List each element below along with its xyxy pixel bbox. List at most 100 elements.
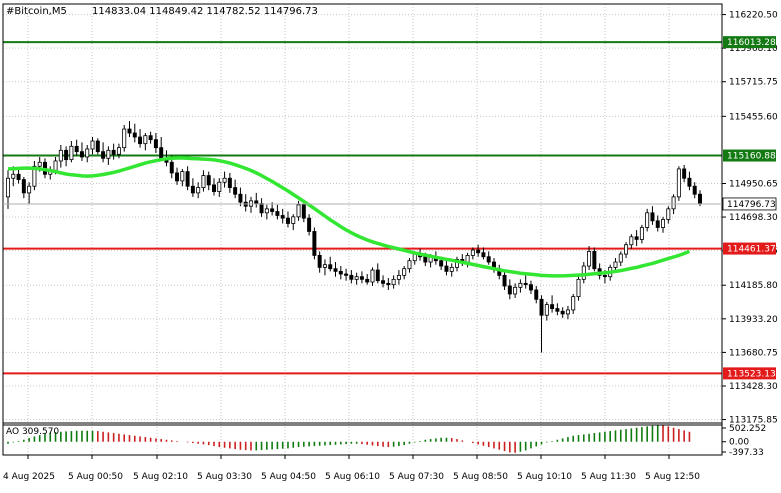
- candle-bull: [354, 276, 359, 280]
- ao-label: AO 309.570: [6, 427, 59, 437]
- candle-bear: [486, 256, 491, 263]
- candle-bull: [544, 304, 549, 316]
- candle-bear: [153, 139, 158, 149]
- candle-bear: [280, 215, 285, 219]
- candle-bear: [555, 308, 560, 312]
- x-tick-label: 5 Aug 06:10: [325, 472, 380, 482]
- candle-bull: [11, 173, 16, 179]
- x-tick-label: 5 Aug 10:10: [517, 472, 572, 482]
- candle-bear: [365, 278, 370, 283]
- candle-bull: [32, 165, 37, 187]
- candle-bull: [407, 260, 412, 270]
- candle-bull: [618, 253, 623, 263]
- candle-bear: [190, 185, 195, 194]
- candle-bull: [391, 278, 396, 286]
- moving-average: [7, 156, 691, 278]
- x-tick-label: 4 Aug 2025: [3, 472, 55, 482]
- y-tick-label: 113428.30: [729, 382, 778, 392]
- candle-bear: [592, 251, 597, 270]
- candle-bear: [502, 274, 507, 287]
- x-tick-label: 5 Aug 00:50: [68, 472, 123, 482]
- last-price-value: 114796.73: [727, 200, 776, 210]
- candle-bull: [58, 149, 63, 162]
- candle-bear: [687, 177, 692, 187]
- y-tick-label: 115968.10: [729, 44, 778, 54]
- candle-bull: [449, 266, 454, 272]
- candle-bear: [349, 274, 354, 280]
- resistance-level-tag: [723, 36, 776, 49]
- candle-bear: [148, 135, 153, 141]
- candle-bear: [233, 187, 238, 195]
- level-labels: 116013.28 115160.88 114461.37 113523.13 1147…: [3, 36, 777, 380]
- candle-bear: [16, 173, 21, 180]
- x-tick-label: 5 Aug 03:30: [197, 472, 252, 482]
- candle-bear: [602, 274, 607, 278]
- candle-bear: [692, 185, 697, 195]
- candle-bear: [138, 136, 143, 145]
- candle-bear: [175, 172, 180, 182]
- candle-bear: [481, 252, 486, 258]
- candle-bull: [587, 251, 592, 267]
- ao-tick-label: 0.00: [729, 438, 749, 448]
- ao-tick-label: 502.252: [729, 424, 766, 434]
- candle-bear: [523, 282, 528, 286]
- candle-bull: [581, 265, 586, 280]
- candle-bull: [396, 274, 401, 280]
- candle-bear: [550, 304, 555, 310]
- candle-bear: [111, 149, 116, 155]
- candle-bear: [275, 211, 280, 216]
- candle-bear: [534, 289, 539, 300]
- candle-bear: [439, 260, 444, 267]
- y-tick-label: 116220.50: [729, 11, 778, 21]
- candle-bear: [476, 249, 481, 254]
- candle-bull: [85, 148, 90, 158]
- candle-bear: [101, 151, 106, 159]
- resistance-level-value: 115160.88: [727, 152, 776, 162]
- candle-bear: [344, 273, 349, 276]
- candle-bear: [328, 264, 333, 270]
- candle-bear: [301, 204, 306, 219]
- support-level-value: 113523.13: [727, 369, 776, 379]
- candle-bear: [127, 128, 132, 134]
- candle-bear: [159, 147, 164, 159]
- candle-bull: [37, 161, 42, 167]
- y-tick-label: 113175.85: [729, 416, 778, 426]
- candle-bull: [470, 249, 475, 256]
- candle-bull: [53, 160, 58, 171]
- candle-bear: [21, 179, 26, 194]
- candle-bear: [386, 282, 391, 286]
- x-tick-label: 5 Aug 12:50: [645, 472, 700, 482]
- y-tick-label: 113933.20: [729, 315, 778, 325]
- candle-bull: [402, 268, 407, 276]
- candle-bull: [671, 196, 676, 210]
- candle-bull: [296, 204, 301, 218]
- candle-bear: [444, 265, 449, 272]
- candle-bull: [69, 145, 74, 161]
- chart-frame: [2, 3, 723, 456]
- candle-bull: [676, 168, 681, 198]
- ma-line: [7, 156, 691, 278]
- x-tick-label: 5 Aug 07:30: [389, 472, 444, 482]
- level-lines: [3, 41, 722, 375]
- candle-bear: [528, 284, 533, 291]
- resistance-level-tag: [723, 149, 776, 162]
- y-tick-label: 115715.75: [729, 78, 778, 88]
- candle-bear: [227, 177, 232, 188]
- candle-bear: [259, 203, 264, 214]
- candle-bull: [196, 187, 201, 194]
- candle-bull: [27, 185, 32, 194]
- candle-bull: [645, 212, 650, 228]
- y-tick-label: 115455.60: [729, 112, 778, 122]
- candle-bull: [322, 264, 327, 268]
- y-tick-label: 114698.30: [729, 213, 778, 223]
- candle-bull: [571, 296, 576, 311]
- candle-bear: [312, 231, 317, 256]
- candle-bull: [143, 135, 148, 145]
- candle-bull: [217, 181, 222, 192]
- main-frame: [2, 3, 723, 456]
- symbol-label: #Bitcoin,M5: [6, 6, 67, 17]
- candle-bear: [423, 256, 428, 263]
